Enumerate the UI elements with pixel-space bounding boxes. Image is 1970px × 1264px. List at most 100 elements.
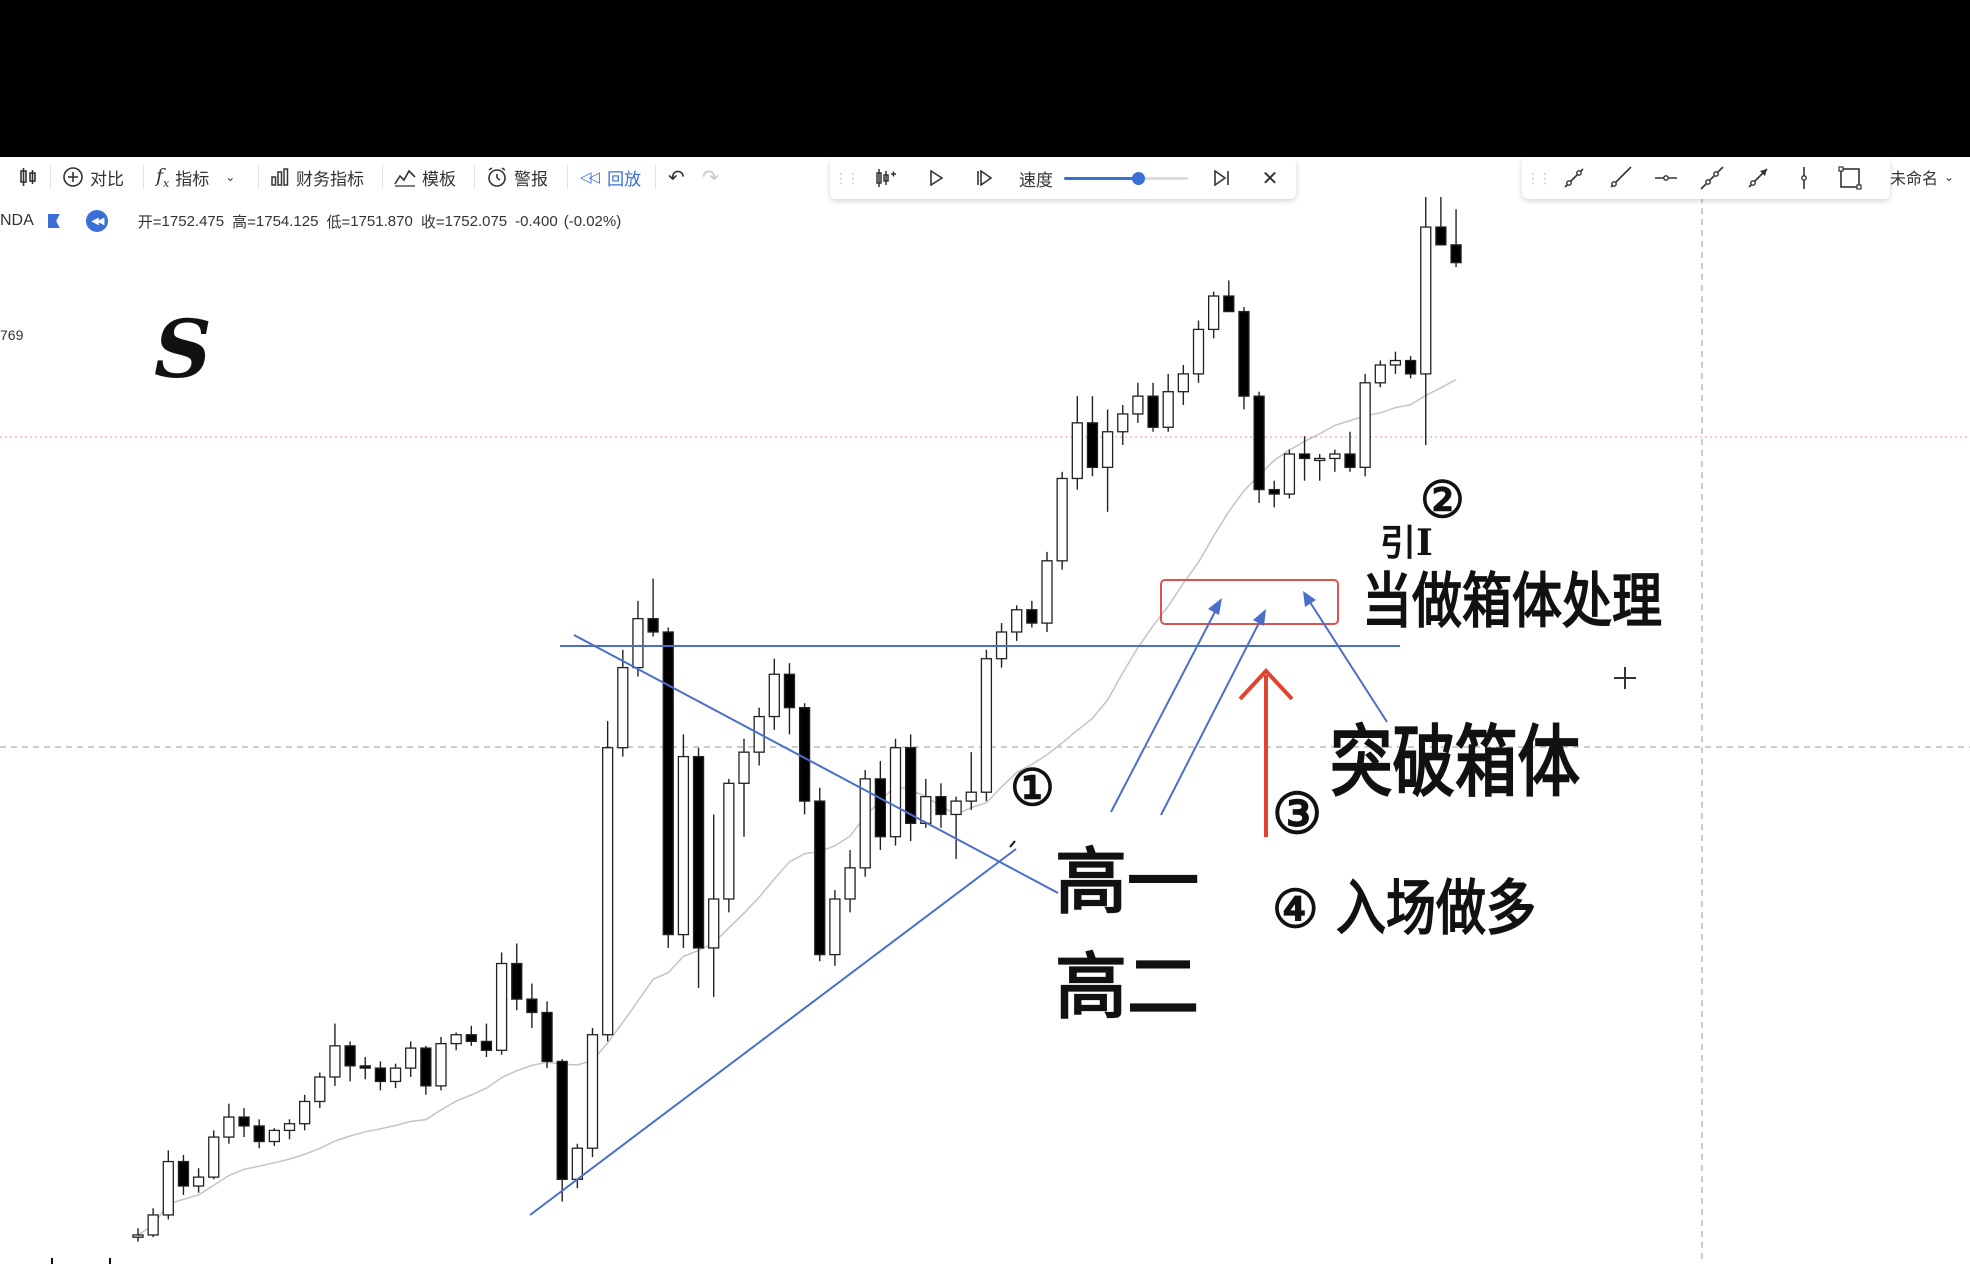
redo-icon[interactable]: ↷ [702,166,719,189]
candle-body [1086,422,1099,469]
candle [147,1208,159,1238]
candle [1223,280,1235,313]
candle [329,1023,341,1086]
speed-slider[interactable] [1064,172,1188,185]
layout-name-button[interactable]: 未命名 ⌄ [1890,157,1954,197]
candle-body [905,747,917,825]
candle [1374,360,1386,388]
template-chart-icon [394,169,416,187]
speed-slider-fill [1064,177,1139,180]
candle-body [132,1234,144,1238]
breakout-arrow [1238,668,1294,837]
symbol-ticker[interactable]: NDA [0,212,34,229]
candle [1147,382,1159,432]
horizontal-line-tool-icon[interactable] [1648,157,1684,199]
candle-body [283,1123,296,1132]
candle [1192,320,1205,383]
candle-body [1162,391,1174,428]
candle-body [965,791,977,802]
bar-chart-icon [271,168,289,186]
candle [1041,551,1053,632]
candle-body [647,617,659,633]
candle [602,721,614,1042]
candle [192,1168,205,1193]
speed-slider-knob[interactable] [1132,172,1146,185]
candle-body [1101,431,1114,468]
candle [1298,436,1311,481]
candle-body [1238,310,1250,397]
play-icon[interactable] [922,157,950,199]
candle-body [495,962,508,1051]
candle [511,943,523,1011]
consolidation-box[interactable] [1160,579,1339,625]
indicator-button[interactable]: fx 指标 ⌄ [156,157,235,197]
drawing-tools-bar: ⋮⋮ [1522,157,1890,199]
candle-body [223,1116,235,1138]
candlestick-series [132,164,1462,1242]
price-chart[interactable]: S ① 高一 高二 ② 引I 当做箱体处理 ③ 突破箱体 ④ 入场做多 [0,157,1970,1264]
open-value: 1752.475 [161,212,225,230]
candle [556,1059,568,1202]
descending-trendline[interactable] [573,634,1059,894]
ray-tool-icon[interactable] [1602,157,1638,199]
candle-body [1132,395,1144,415]
ohlc-legend: NDA ◀◀ 开= 1752.475 高= 1754.125 低= 1751.870 … [0,207,621,235]
candle-body [420,1047,432,1087]
candle [965,752,977,810]
alert-button[interactable]: 警报 [486,157,548,197]
candle-body [889,747,902,838]
candle-body [253,1125,265,1143]
candle [889,738,902,846]
trendline-tool-icon[interactable] [1556,157,1592,199]
drag-grip-icon[interactable]: ⋮⋮ [1526,169,1552,186]
candle [1450,209,1462,268]
compare-button[interactable]: 对比 [62,157,124,197]
close-icon[interactable]: ✕ [1261,167,1279,190]
candle [495,952,508,1055]
candle [344,1041,356,1082]
drag-grip-icon[interactable]: ⋮⋮ [834,169,860,186]
extended-line-tool-icon[interactable] [1694,157,1730,199]
step-forward-icon[interactable] [970,157,998,199]
candle-body [844,867,856,900]
candle [829,890,841,966]
vertical-line-tool-icon[interactable] [1786,157,1822,199]
rectangle-tool-icon[interactable] [1832,157,1868,199]
candle [1268,480,1280,508]
candle-body [465,1034,477,1043]
financial-indicator-button[interactable]: 财务指标 [270,157,364,197]
candle [662,627,674,948]
candle-body [1192,328,1205,375]
candle-body [798,707,811,802]
candle-body [1314,457,1326,462]
candle-body [1071,422,1083,480]
candle [677,734,690,948]
replay-button[interactable]: ◁◁ 回放 [580,157,641,197]
candle-body [511,962,523,1000]
handwritten-annotations: S ① 高一 高二 ② 引I 当做箱体处理 ③ 突破箱体 ④ 入场做多 [154,302,1662,1029]
candle [1359,373,1371,477]
alert-label: 警报 [514,169,548,189]
jump-to-end-icon[interactable] [1208,157,1236,199]
pointer-arrow-1 [1110,598,1222,813]
candle-body [874,778,886,838]
undo-icon[interactable]: ↶ [668,166,685,189]
flag-icon[interactable] [47,214,60,228]
candle-style-icon[interactable] [18,157,38,197]
candle-body [298,1100,311,1125]
template-label: 模板 [422,169,456,189]
candle-select-icon[interactable] [868,157,902,199]
candle [1101,409,1114,512]
small-tick-marks [51,840,1016,1264]
template-button[interactable]: 模板 [394,157,456,197]
candle [238,1108,250,1138]
ascending-trendline[interactable] [529,848,1017,1216]
arrow-line-tool-icon[interactable] [1740,157,1776,199]
candle [541,1001,553,1069]
candle-body [859,778,871,869]
replay-rewind-icon[interactable]: ◀◀ [85,210,108,232]
candle-body [1117,413,1129,433]
candle-body [192,1176,205,1187]
candle-body [768,673,780,718]
close-label: 收= [420,213,445,231]
